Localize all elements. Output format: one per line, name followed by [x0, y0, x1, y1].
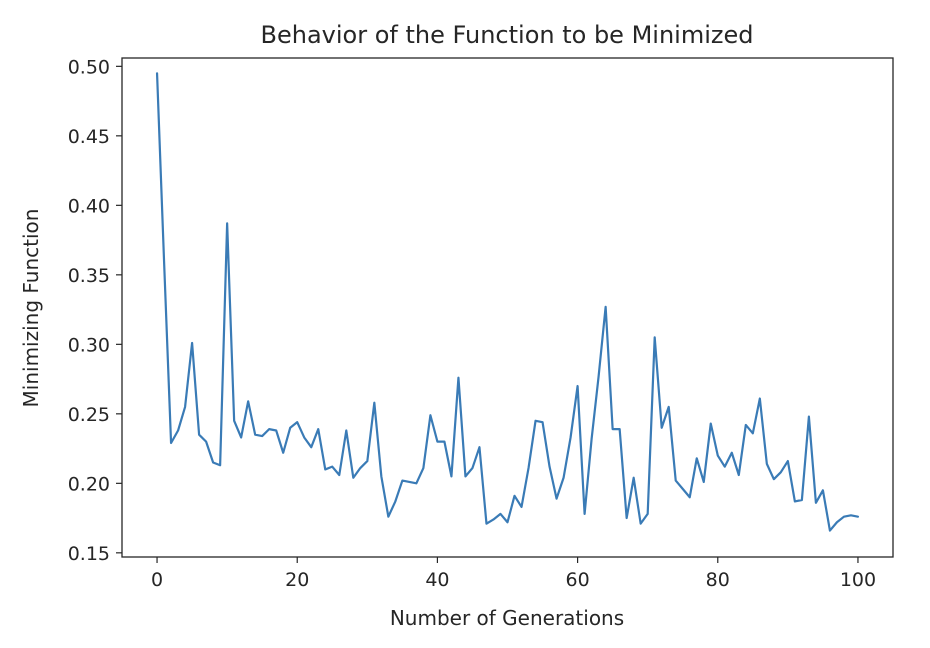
y-tick-label: 0.25	[68, 404, 110, 426]
y-axis-label: Minimizing Function	[19, 209, 43, 408]
y-axis: 0.15 0.20 0.25 0.30 0.35 0.40 0.45 0.50	[68, 56, 122, 565]
y-tick-label: 0.50	[68, 56, 110, 78]
y-tick-label: 0.40	[68, 195, 110, 217]
x-tick-label: 20	[285, 569, 309, 591]
x-axis: 0 20 40 60 80 100	[151, 557, 876, 591]
x-tick-label: 0	[151, 569, 163, 591]
x-tick-label: 60	[565, 569, 589, 591]
y-tick-label: 0.15	[68, 543, 110, 565]
y-tick-label: 0.30	[68, 334, 110, 356]
series-line	[155, 72, 860, 532]
x-axis-label: Number of Generations	[390, 606, 624, 630]
y-tick-label: 0.35	[68, 265, 110, 287]
x-tick-label: 100	[840, 569, 876, 591]
x-tick-label: 80	[706, 569, 730, 591]
x-tick-label: 40	[425, 569, 449, 591]
plot-area	[121, 57, 894, 558]
y-tick-label: 0.45	[68, 126, 110, 148]
y-tick-label: 0.20	[68, 473, 110, 495]
chart-title: Behavior of the Function to be Minimized	[261, 21, 754, 49]
